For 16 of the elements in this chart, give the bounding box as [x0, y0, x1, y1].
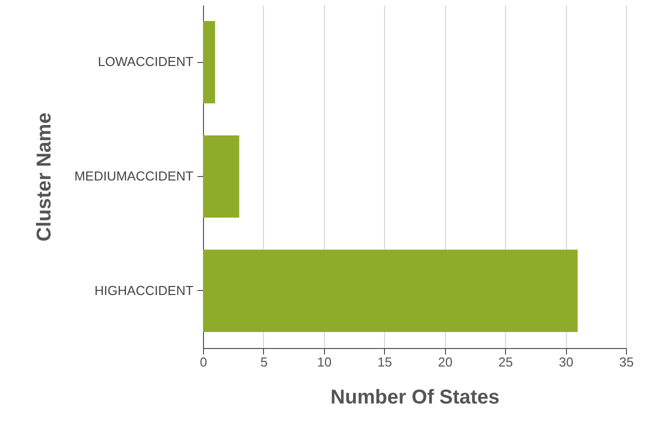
y-tick-label: HIGHACCIDENT: [94, 282, 194, 298]
bar: [203, 250, 578, 332]
x-tick-label: 30: [558, 354, 574, 370]
x-tick-label: 0: [200, 354, 208, 370]
x-tick-label: 5: [260, 354, 268, 370]
x-tick-label: 35: [619, 354, 634, 370]
x-tick-label: 15: [378, 354, 392, 370]
x-axis-title: Number Of States: [330, 386, 500, 408]
bar: [203, 135, 240, 218]
x-tick-label: 20: [438, 354, 452, 370]
bar: [203, 21, 216, 104]
y-tick-label: MEDIUMACCIDENT: [74, 168, 194, 184]
y-axis-title: Cluster Name: [33, 112, 56, 242]
y-tick-label: LOWACCIDENT: [98, 54, 194, 70]
x-tick-label: 25: [498, 354, 513, 370]
x-tick-label: 10: [317, 354, 332, 370]
